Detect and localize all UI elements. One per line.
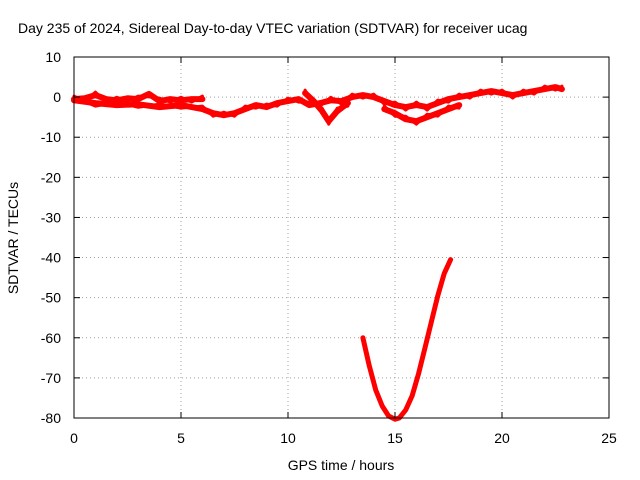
y-tick-label: -60 <box>41 330 61 346</box>
y-tick-label: -10 <box>41 129 61 145</box>
series-line-dip <box>360 257 454 422</box>
series-line-band-b <box>71 84 565 119</box>
y-tick-label: -40 <box>41 250 61 266</box>
x-tick-label: 5 <box>177 430 185 446</box>
y-tick-label: -50 <box>41 290 61 306</box>
y-tick-label: -30 <box>41 209 61 225</box>
y-tick-label: -80 <box>41 410 61 426</box>
x-tick-label: 20 <box>494 430 510 446</box>
y-tick-label: 0 <box>53 89 61 105</box>
plot-frame <box>73 56 610 419</box>
x-tick-label: 25 <box>601 430 617 446</box>
y-tick-label: 10 <box>45 49 61 65</box>
x-tick-label: 0 <box>70 430 78 446</box>
series-line-band-c-overlay <box>303 88 350 126</box>
x-tick-label: 15 <box>387 430 403 446</box>
y-tick-label: -70 <box>41 370 61 386</box>
y-axis-title: SDTVAR / TECUs <box>5 182 21 294</box>
x-tick-label: 10 <box>280 430 296 446</box>
chart-title: Day 235 of 2024, Sidereal Day-to-day VTE… <box>18 20 527 36</box>
x-axis-title: GPS time / hours <box>288 457 395 473</box>
series-group <box>71 84 565 422</box>
axes-ticks: 0 5 10 15 20 25 10 0 -10 -20 -30 -40 -50 -60 -70 -80 <box>41 49 617 446</box>
y-tick-label: -20 <box>41 169 61 185</box>
series-line-band-d-overlay <box>382 104 461 126</box>
series-line-band-a-overlay <box>72 90 204 104</box>
series-line-band-b-overlay <box>72 84 564 118</box>
series-line-band-a <box>71 90 206 105</box>
